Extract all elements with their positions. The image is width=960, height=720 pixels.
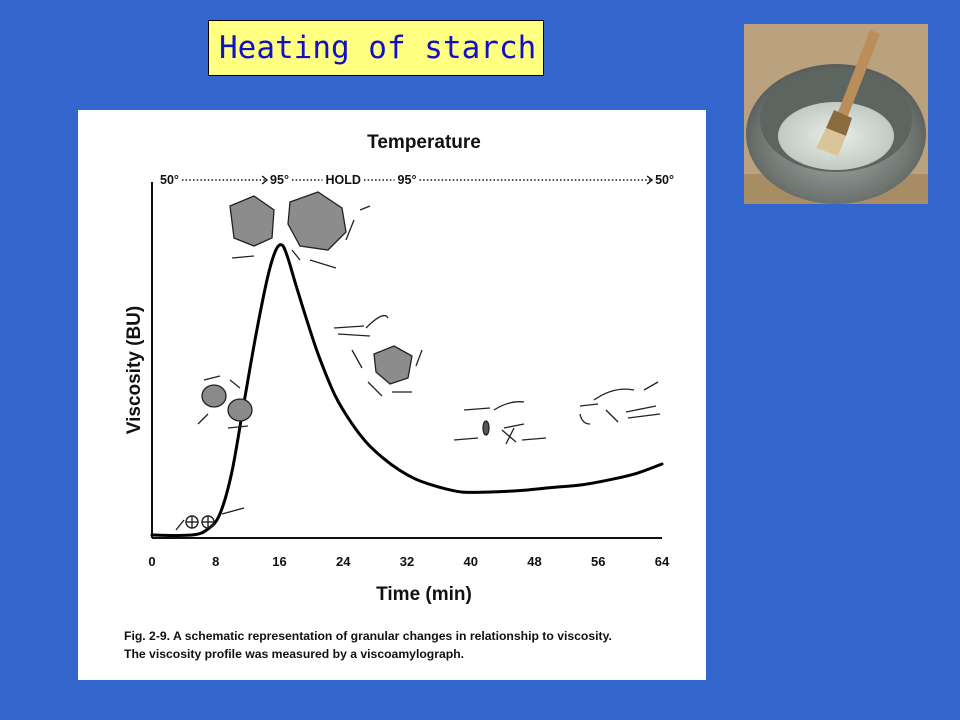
granule-sketch-fragments-1 bbox=[453, 401, 547, 445]
viscosity-curve bbox=[150, 243, 664, 537]
x-tick-label: 0 bbox=[148, 554, 155, 569]
chart-axes bbox=[151, 182, 662, 539]
temperature-arrowhead bbox=[261, 175, 269, 185]
figure-caption-line-2: The viscosity profile was measured by a … bbox=[124, 647, 464, 661]
x-tick-labels: 0 8 16 24 32 40 48 56 64 bbox=[148, 554, 670, 569]
temperature-label: HOLD bbox=[326, 173, 361, 187]
x-tick-label: 64 bbox=[655, 554, 670, 569]
bowl-with-pastry-brush-photo bbox=[744, 24, 928, 204]
x-tick-label: 48 bbox=[527, 554, 541, 569]
granule-sketch-initial bbox=[175, 507, 245, 531]
temperature-label: 95° bbox=[270, 173, 289, 187]
temperature-label: 95° bbox=[398, 173, 417, 187]
x-tick-label: 16 bbox=[272, 554, 286, 569]
chart-title: Temperature bbox=[367, 132, 481, 153]
temperature-label: 50° bbox=[160, 173, 179, 187]
y-axis-label: Viscosity (BU) bbox=[124, 306, 145, 434]
granule-sketch-breakdown bbox=[333, 314, 423, 397]
temperature-arrowhead bbox=[646, 175, 654, 185]
x-tick-label: 24 bbox=[336, 554, 351, 569]
granule-sketch-swelling bbox=[197, 375, 253, 429]
viscosity-chart: Temperature 50° 95° HOLD 95° 50° 0 8 16 24 32 40 4… bbox=[124, 132, 674, 661]
x-axis-label: Time (min) bbox=[376, 584, 472, 605]
temperature-row: 50° 95° HOLD 95° 50° bbox=[160, 173, 674, 187]
granule-sketch-fragments-2 bbox=[579, 381, 661, 425]
slide-title: Heating of starch bbox=[208, 20, 544, 76]
x-tick-label: 8 bbox=[212, 554, 219, 569]
x-tick-label: 56 bbox=[591, 554, 605, 569]
x-tick-label: 32 bbox=[400, 554, 414, 569]
x-tick-label: 40 bbox=[464, 554, 478, 569]
temperature-label: 50° bbox=[655, 173, 674, 187]
granule-sketch-peak bbox=[229, 191, 371, 269]
figure-caption-line-1: Fig. 2-9. A schematic representation of … bbox=[124, 629, 612, 643]
figure-panel: Temperature 50° 95° HOLD 95° 50° 0 8 16 24 32 40 4… bbox=[78, 110, 706, 680]
